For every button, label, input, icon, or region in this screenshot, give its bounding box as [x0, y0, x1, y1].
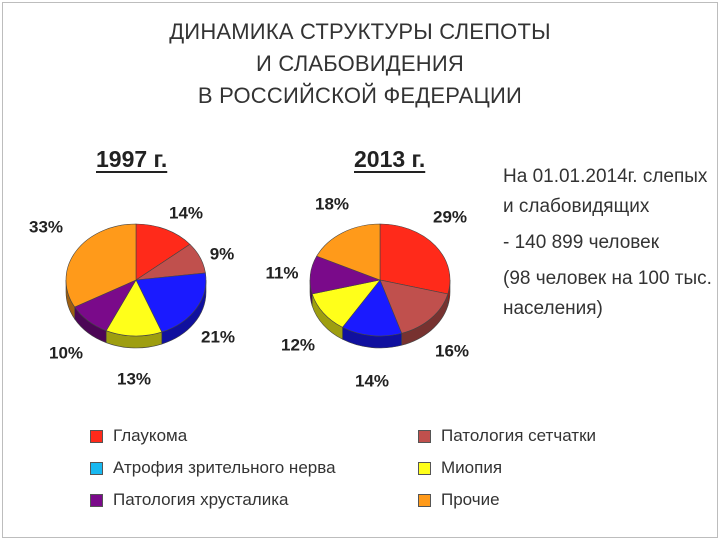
legend: Глаукома Патология сетчатки Атрофия зрит… — [90, 426, 650, 516]
legend-label: Глаукома — [113, 426, 188, 445]
chart-title-1997: 1997 г. — [96, 146, 168, 172]
pie-data-label: 12% — [281, 335, 315, 354]
pie-data-label: 9% — [210, 244, 235, 263]
chart-title-2013: 2013 г. — [354, 146, 426, 172]
pie-slice — [316, 223, 381, 281]
pie-data-label: 13% — [117, 369, 151, 388]
title-line-1: ДИНАМИКА СТРУКТУРЫ СЛЕПОТЫ — [169, 19, 551, 44]
pie-data-label: 14% — [169, 203, 203, 222]
pie-slice — [135, 272, 207, 333]
legend-swatch — [418, 493, 431, 507]
legend-label: Прочие — [441, 490, 500, 509]
pie-data-label: 33% — [29, 217, 63, 236]
legend-item-other: Прочие — [418, 490, 500, 510]
pie-0: 14% 9% 21% 13% 10% 33% — [29, 203, 235, 388]
pie-data-label: 18% — [315, 194, 349, 213]
legend-label: Миопия — [441, 458, 503, 477]
legend-swatch — [418, 429, 431, 443]
pie-slice — [379, 279, 449, 334]
legend-swatch — [418, 461, 431, 475]
pie-slice — [342, 279, 403, 337]
legend-label: Патология сетчатки — [441, 426, 597, 445]
pie-slice — [105, 279, 163, 337]
info-line-2: - 140 899 человек — [503, 232, 660, 253]
pie-data-label: 11% — [265, 263, 298, 282]
info-line-3: (98 человек на 100 тыс. населения) — [503, 268, 712, 319]
legend-swatch — [90, 461, 103, 475]
legend-swatch — [90, 493, 103, 507]
legend-item-glaucoma: Глаукома — [90, 426, 187, 446]
title-line-3: В РОССИЙСКОЙ ФЕДЕРАЦИИ — [197, 83, 523, 108]
info-block: На 01.01.2014г. слепых и слабовидящих - … — [503, 162, 713, 330]
info-line-1: На 01.01.2014г. слепых и слабовидящих — [503, 166, 708, 217]
slide-title: ДИНАМИКА СТРУКТУРЫ СЛЕПОТЫ И СЛАБОВИДЕНИ… — [60, 16, 660, 112]
pie-slice — [379, 223, 451, 295]
title-line-2: И СЛАБОВИДЕНИЯ — [256, 51, 464, 76]
pie-data-label: 10% — [49, 343, 83, 362]
pie-data-label: 14% — [355, 371, 389, 390]
pie-slice — [135, 223, 191, 281]
legend-item-retina: Патология сетчатки — [418, 426, 596, 446]
pie-data-label: 21% — [201, 327, 235, 346]
legend-label: Атрофия зрительного нерва — [113, 458, 336, 477]
pie-charts: 14% 9% 21% 13% 10% 33% 29% 16% 14% 12% 11% 18% — [29, 194, 469, 390]
legend-swatch — [90, 429, 103, 443]
legend-item-myopia: Миопия — [418, 458, 502, 478]
legend-item-optic-atrophy: Атрофия зрительного нерва — [90, 458, 336, 478]
legend-label: Патология хрусталика — [113, 490, 289, 509]
pie-slice — [65, 223, 137, 308]
pie-1: 29% 16% 14% 12% 11% 18% — [265, 194, 469, 390]
pie-data-label: 29% — [433, 207, 467, 226]
pie-data-label: 16% — [435, 341, 469, 360]
legend-item-lens: Патология хрусталика — [90, 490, 288, 510]
